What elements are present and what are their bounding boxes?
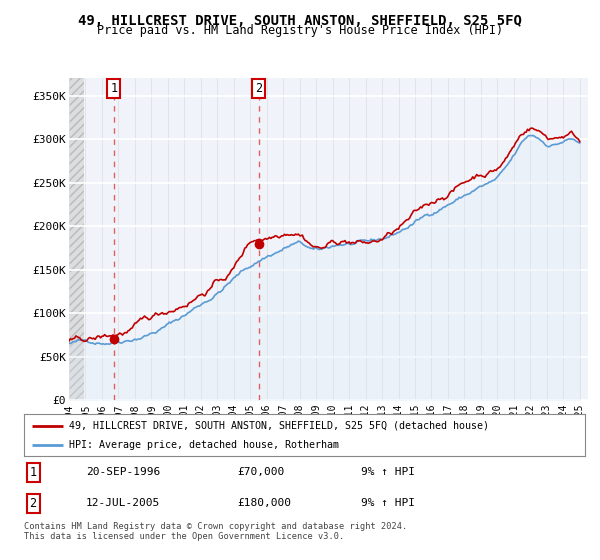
Text: HPI: Average price, detached house, Rotherham: HPI: Average price, detached house, Roth…: [69, 440, 339, 450]
Text: 2: 2: [256, 82, 263, 95]
Text: £70,000: £70,000: [237, 467, 284, 477]
Text: 9% ↑ HPI: 9% ↑ HPI: [361, 498, 415, 508]
Text: 9% ↑ HPI: 9% ↑ HPI: [361, 467, 415, 477]
Text: 12-JUL-2005: 12-JUL-2005: [86, 498, 160, 508]
Text: 1: 1: [29, 465, 37, 479]
Text: £180,000: £180,000: [237, 498, 291, 508]
Bar: [69, 78, 84, 400]
Text: 49, HILLCREST DRIVE, SOUTH ANSTON, SHEFFIELD, S25 5FQ: 49, HILLCREST DRIVE, SOUTH ANSTON, SHEFF…: [78, 14, 522, 28]
Text: Price paid vs. HM Land Registry's House Price Index (HPI): Price paid vs. HM Land Registry's House …: [97, 24, 503, 37]
Text: 1: 1: [110, 82, 118, 95]
Text: 20-SEP-1996: 20-SEP-1996: [86, 467, 160, 477]
Text: Contains HM Land Registry data © Crown copyright and database right 2024.
This d: Contains HM Land Registry data © Crown c…: [24, 522, 407, 542]
Text: 2: 2: [29, 497, 37, 510]
Text: 49, HILLCREST DRIVE, SOUTH ANSTON, SHEFFIELD, S25 5FQ (detached house): 49, HILLCREST DRIVE, SOUTH ANSTON, SHEFF…: [69, 421, 489, 431]
